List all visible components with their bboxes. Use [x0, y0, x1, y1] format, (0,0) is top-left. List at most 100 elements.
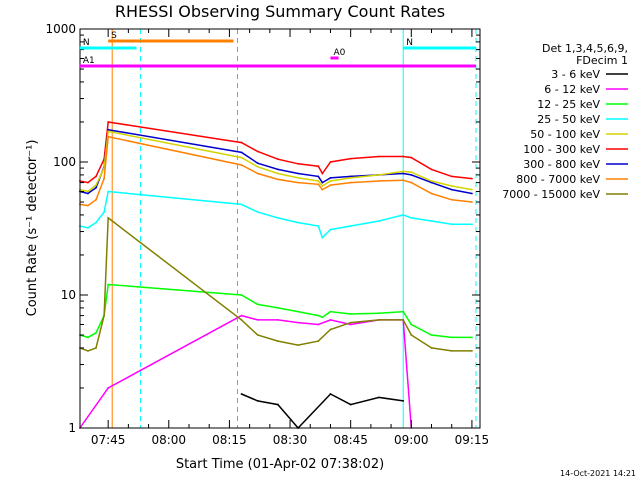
series-50-100keV-line: [79, 130, 473, 193]
series-0-point-9: [317, 165, 320, 168]
series-3-point-9: [317, 183, 320, 186]
series-5-point-13: [378, 312, 380, 315]
series-3-point-5: [240, 164, 243, 166]
series-7-point-17: [471, 349, 473, 352]
x-axis-label: Start Time (01-Apr-02 07:38:02): [176, 457, 384, 472]
flag-label-1: N: [83, 38, 90, 48]
series-0-point-16: [430, 168, 433, 171]
series-4-point-9: [317, 225, 320, 227]
series-3-point-15: [410, 181, 413, 184]
series-1-point-7: [277, 168, 279, 171]
series-3-point-17: [450, 198, 453, 201]
series-7-point-12: [378, 318, 380, 321]
series-2-point-10: [321, 185, 324, 187]
series-0-point-5: [240, 141, 243, 144]
x-tick-label-5: 09:00: [394, 433, 429, 447]
flag-label-3: A0: [333, 48, 345, 58]
series-4-point-7: [277, 216, 279, 219]
series-2-point-1: [87, 190, 89, 193]
series-4-point-4: [107, 190, 110, 193]
axes: 1 10 100 1000 07:45 08:00 08:15 08:30 08:45 09:00…: [45, 22, 489, 447]
legend: Det 1,3,4,5,6,9,FDecim 13 - 6 keV 6 - 12 …: [502, 42, 628, 201]
x-tick-label-6: 09:15: [455, 433, 490, 447]
series-7-point-7: [277, 340, 279, 343]
series-6-point-4: [277, 318, 279, 321]
flag-label-0: S: [111, 31, 117, 41]
series-2-point-17: [450, 185, 453, 187]
series-1-point-6: [256, 162, 259, 165]
series-4-point-3: [103, 211, 106, 214]
series-2-point-15: [410, 171, 413, 173]
series-2-point-4: [107, 130, 110, 133]
y-tick-label-0: 1: [68, 421, 76, 435]
series-5-point-16: [430, 334, 433, 336]
legend-header-1: FDecim 1: [576, 54, 628, 67]
series-5-point-2: [95, 331, 97, 334]
series-3-point-6: [256, 172, 259, 175]
series-4-point-8: [297, 221, 300, 224]
series-5-point-10: [321, 316, 324, 319]
series-0-point-4: [107, 121, 110, 123]
series-5-point-7: [277, 306, 279, 309]
legend-label-5: 100 - 300 keV: [523, 143, 600, 156]
series-2-point-16: [430, 180, 433, 182]
x-tick-label-2: 08:15: [212, 433, 247, 447]
series-0-point-1: [87, 181, 89, 184]
series-7-point-1: [87, 349, 89, 352]
series-0-point-7: [277, 158, 279, 161]
legend-label-2: 12 - 25 keV: [537, 98, 600, 111]
series-7-point-10: [329, 328, 332, 331]
series-0-point-13: [378, 155, 380, 158]
series-0-point-8: [297, 162, 300, 165]
series-1-point-2: [95, 186, 97, 189]
series-6-point-6: [317, 323, 320, 326]
series-7-point-16: [450, 349, 453, 352]
series-2-point-7: [277, 172, 279, 175]
y-tick-label-2: 100: [53, 155, 76, 169]
series-1-point-15: [410, 173, 413, 176]
series-5-point-11: [329, 310, 332, 313]
series-25-50keV-line: [79, 190, 472, 239]
y-axis-label: Count Rate (s⁻¹ detector⁻¹): [25, 140, 40, 317]
legend-header-0: Det 1,3,4,5,6,9,: [542, 42, 628, 55]
series-0-point-10: [321, 172, 324, 175]
series-6-12keV-line: [79, 314, 413, 429]
series-3-point-12: [349, 181, 352, 184]
series-8-point-7: [402, 399, 405, 402]
series-3-point-4: [107, 135, 110, 138]
series-3-point-14: [402, 179, 405, 182]
series-8-point-0: [240, 393, 243, 395]
series-5-point-12: [349, 313, 352, 315]
series-0-point-2: [95, 175, 97, 178]
series-7-point-6: [256, 334, 259, 336]
series-7-point-8: [297, 344, 300, 347]
series-8-point-5: [349, 403, 352, 406]
y-tick-label-3: 1000: [45, 22, 76, 36]
series-8-point-2: [277, 403, 279, 406]
series-7-point-9: [317, 340, 320, 343]
series-7-point-13: [402, 318, 405, 321]
series-0-point-11: [329, 161, 332, 163]
series-4-point-18: [471, 223, 473, 226]
series-0-point-17: [450, 175, 453, 178]
chart-title: RHESSI Observing Summary Count Rates: [115, 2, 445, 21]
series-8-point-6: [378, 396, 380, 399]
series-5-point-4: [107, 283, 110, 286]
series-2-point-13: [378, 173, 380, 176]
series-5-point-15: [410, 323, 413, 326]
series-1-point-4: [107, 128, 110, 131]
series-4-point-6: [256, 211, 259, 214]
series-5-point-5: [240, 294, 243, 296]
legend-label-1: 6 - 12 keV: [544, 83, 600, 96]
series-4-point-5: [240, 203, 243, 206]
legend-label-0: 3 - 6 keV: [551, 68, 600, 81]
series-4-point-16: [430, 220, 433, 222]
series-1-point-14: [402, 172, 405, 175]
series-7-point-4: [107, 216, 110, 219]
series-5-point-18: [471, 336, 473, 339]
series-4-point-10: [321, 236, 324, 239]
flag-label-4: A1: [83, 56, 95, 66]
series-8-point-4: [329, 393, 332, 395]
flag-label-2: N: [406, 38, 413, 48]
